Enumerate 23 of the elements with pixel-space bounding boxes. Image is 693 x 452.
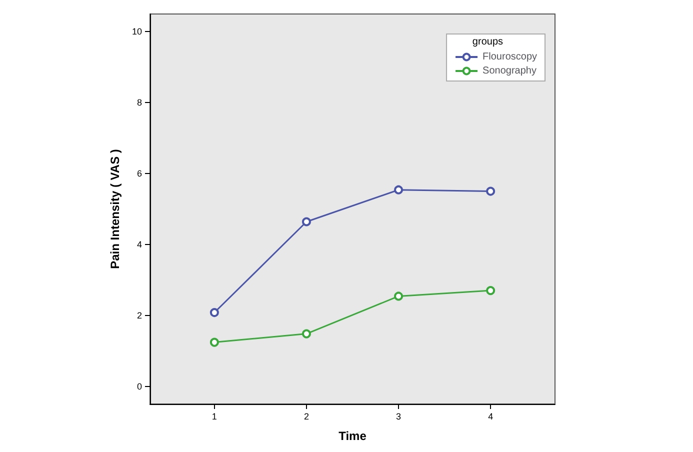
y-axis-title: Pain Intensity ( VAS ) — [108, 149, 122, 269]
point — [486, 186, 496, 196]
y-tick-label: 6 — [136, 168, 142, 179]
x-tick-label: 2 — [304, 412, 309, 422]
legend-title: groups — [472, 36, 503, 48]
y-tick-label: 8 — [136, 98, 142, 108]
y-tick-label: 4 — [136, 239, 142, 250]
x-tick-label: 1 — [212, 412, 217, 422]
point — [210, 308, 219, 318]
point — [394, 185, 404, 194]
point — [394, 292, 404, 301]
point — [486, 286, 496, 296]
y-tick-label: 0 — [136, 381, 142, 392]
y-tick-label: 2 — [136, 310, 142, 320]
point — [302, 329, 311, 338]
legend-label: Sonography — [482, 66, 536, 76]
x-tick-label: 4 — [488, 412, 494, 422]
legend-label: Flouroscopy — [482, 52, 537, 62]
x-tick-label: 3 — [396, 412, 402, 422]
point — [210, 338, 219, 347]
point — [302, 217, 311, 226]
y-tick-label: 10 — [132, 26, 142, 37]
x-axis-title: Time — [338, 429, 367, 443]
